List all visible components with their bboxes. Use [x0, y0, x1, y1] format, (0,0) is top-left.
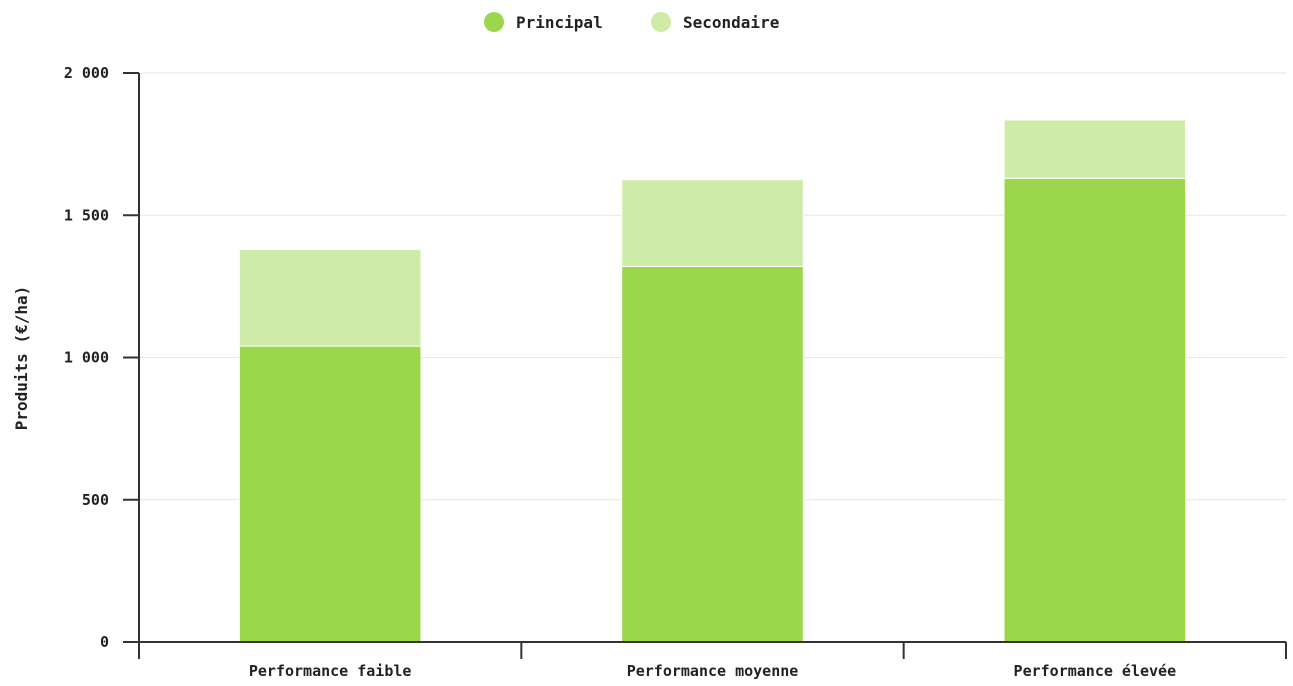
- y-axis-title: Produits (€/ha): [12, 286, 31, 431]
- legend-marker: [484, 12, 504, 32]
- y-tick-label: 1 000: [64, 349, 109, 367]
- y-tick-label: 500: [82, 491, 109, 509]
- axes: 0 500 1 000 1 500 2 000 Performance faible Per…: [64, 64, 1287, 680]
- legend-label[interactable]: Principal: [516, 13, 603, 32]
- bar-principal[interactable]: [621, 265, 804, 643]
- y-tick-label: 2 000: [64, 64, 109, 82]
- legend-label[interactable]: Secondaire: [683, 13, 779, 32]
- bar-secondaire[interactable]: [621, 179, 804, 267]
- bar-secondaire[interactable]: [238, 248, 422, 347]
- x-tick-label: Performance faible: [249, 662, 412, 680]
- bar-principal[interactable]: [238, 345, 422, 643]
- legend-marker: [651, 12, 671, 32]
- y-tick-label: 1 500: [64, 206, 109, 224]
- bar-secondaire[interactable]: [1003, 119, 1187, 179]
- legend: Principal Secondaire: [484, 12, 779, 32]
- y-tick-label: 0: [100, 633, 109, 651]
- x-tick-label: Performance élevée: [1014, 662, 1177, 680]
- x-tick-label: Performance moyenne: [627, 662, 799, 680]
- bar-principal[interactable]: [1003, 177, 1187, 643]
- bars: [238, 119, 1187, 643]
